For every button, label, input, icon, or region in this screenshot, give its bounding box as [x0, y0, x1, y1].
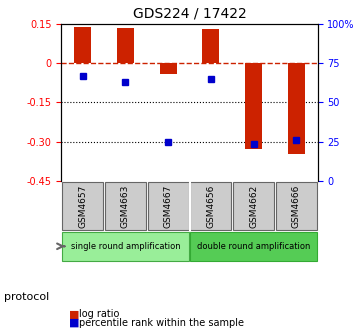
- FancyBboxPatch shape: [62, 232, 189, 260]
- Bar: [202, 29, 219, 63]
- Text: GSM4657: GSM4657: [78, 184, 87, 227]
- Bar: [160, 63, 177, 74]
- FancyBboxPatch shape: [190, 182, 231, 229]
- Bar: [288, 63, 305, 154]
- Text: GSM4663: GSM4663: [121, 184, 130, 227]
- Bar: [245, 63, 262, 149]
- FancyBboxPatch shape: [148, 182, 189, 229]
- Text: percentile rank within the sample: percentile rank within the sample: [79, 318, 244, 328]
- FancyBboxPatch shape: [190, 232, 317, 260]
- Text: protocol: protocol: [4, 292, 49, 302]
- Bar: [117, 28, 134, 63]
- Text: log ratio: log ratio: [79, 309, 120, 319]
- Text: ■: ■: [69, 318, 79, 328]
- Title: GDS224 / 17422: GDS224 / 17422: [132, 7, 247, 21]
- Bar: [74, 27, 91, 63]
- Text: double round amplification: double round amplification: [197, 242, 310, 251]
- FancyBboxPatch shape: [276, 182, 317, 229]
- Text: GSM4656: GSM4656: [206, 184, 216, 227]
- FancyBboxPatch shape: [62, 182, 103, 229]
- Text: single round amplification: single round amplification: [71, 242, 180, 251]
- Text: GSM4666: GSM4666: [292, 184, 301, 227]
- Text: ■: ■: [69, 309, 79, 319]
- FancyBboxPatch shape: [105, 182, 146, 229]
- Text: GSM4667: GSM4667: [164, 184, 173, 227]
- Text: GSM4662: GSM4662: [249, 184, 258, 227]
- FancyBboxPatch shape: [233, 182, 274, 229]
